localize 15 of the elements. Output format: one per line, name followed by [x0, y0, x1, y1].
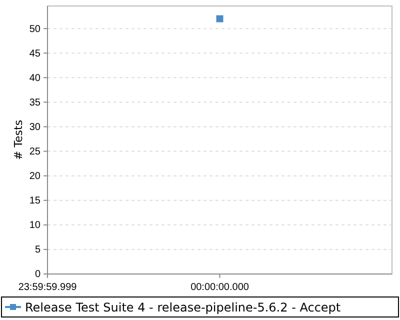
y-tick-label: 45: [29, 48, 41, 60]
y-tick-label: 15: [29, 196, 41, 207]
x-tick-label: 23:59:59.999: [18, 282, 78, 293]
y-tick-label: 40: [29, 72, 41, 84]
y-tick-label: 5: [34, 244, 41, 256]
y-tick-label: 10: [29, 220, 41, 232]
y-axis-title: # Tests: [12, 120, 25, 160]
y-tick-label: 50: [29, 24, 41, 35]
y-tick-label: 35: [29, 97, 41, 108]
y-tick-label: 30: [29, 122, 41, 133]
y-tick-label: 0: [34, 269, 41, 280]
legend-label: Release Test Suite 4 - release-pipeline-5.6.2 - Accept: [25, 300, 341, 314]
y-tick-label: 25: [29, 146, 41, 158]
x-tick-label: 00:00:00.000: [190, 282, 250, 293]
y-tick-label: 20: [29, 171, 41, 182]
